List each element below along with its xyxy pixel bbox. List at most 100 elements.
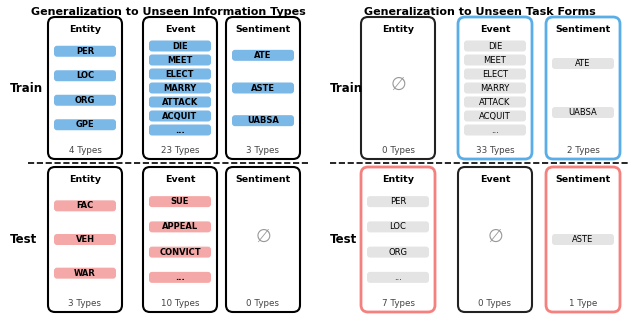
Text: LOC: LOC [76,71,94,80]
Text: Generalization to Unseen Information Types: Generalization to Unseen Information Typ… [31,7,305,17]
FancyBboxPatch shape [54,119,116,130]
FancyBboxPatch shape [458,17,532,159]
FancyBboxPatch shape [546,17,620,159]
Text: 1 Type: 1 Type [569,298,597,308]
Text: UABSA: UABSA [568,108,597,117]
Text: UABSA: UABSA [247,116,279,125]
Text: 3 Types: 3 Types [68,298,102,308]
Text: 3 Types: 3 Types [246,146,280,155]
Text: ...: ... [175,273,185,282]
Text: SUE: SUE [171,197,189,206]
Text: Entity: Entity [69,25,101,34]
FancyBboxPatch shape [48,167,122,312]
FancyBboxPatch shape [54,268,116,279]
FancyBboxPatch shape [464,41,526,52]
Text: ACQUIT: ACQUIT [163,111,198,120]
Text: LOC: LOC [390,223,406,232]
Text: MEET: MEET [167,55,193,64]
Text: 2 Types: 2 Types [566,146,600,155]
Text: DIE: DIE [488,42,502,51]
Text: DIE: DIE [172,42,188,51]
FancyBboxPatch shape [149,272,211,283]
FancyBboxPatch shape [48,17,122,159]
FancyBboxPatch shape [149,41,211,52]
Text: PER: PER [390,197,406,206]
Text: Entity: Entity [382,175,414,184]
FancyBboxPatch shape [464,125,526,136]
Text: ASTE: ASTE [572,235,594,244]
FancyBboxPatch shape [149,222,211,232]
Text: ASTE: ASTE [251,83,275,92]
FancyBboxPatch shape [546,167,620,312]
Text: ORG: ORG [75,96,95,105]
Text: Sentiment: Sentiment [236,25,291,34]
Text: MARRY: MARRY [163,83,196,92]
Text: GPE: GPE [76,120,94,129]
FancyBboxPatch shape [149,54,211,65]
FancyBboxPatch shape [149,69,211,80]
FancyBboxPatch shape [226,167,300,312]
FancyBboxPatch shape [552,234,614,245]
Text: ∅: ∅ [255,228,271,245]
FancyBboxPatch shape [552,107,614,118]
Text: Event: Event [480,175,510,184]
FancyBboxPatch shape [149,110,211,121]
Text: WAR: WAR [74,269,96,278]
FancyBboxPatch shape [54,200,116,211]
Text: CONVICT: CONVICT [159,248,201,257]
Text: Train: Train [10,81,43,94]
FancyBboxPatch shape [149,196,211,207]
Text: ATE: ATE [254,51,272,60]
Text: ...: ... [175,126,185,135]
Text: VEH: VEH [76,235,95,244]
FancyBboxPatch shape [367,222,429,232]
FancyBboxPatch shape [361,167,435,312]
Text: ATTACK: ATTACK [479,98,511,107]
Text: ...: ... [491,126,499,135]
FancyBboxPatch shape [464,82,526,93]
Text: MARRY: MARRY [481,83,509,92]
Text: Test: Test [330,233,357,246]
FancyBboxPatch shape [143,17,217,159]
Text: ELECT: ELECT [482,70,508,79]
Text: 0 Types: 0 Types [246,298,280,308]
Text: 7 Types: 7 Types [381,298,415,308]
Text: 23 Types: 23 Types [161,146,199,155]
Text: 10 Types: 10 Types [161,298,199,308]
FancyBboxPatch shape [149,125,211,136]
Text: ELECT: ELECT [166,70,195,79]
FancyBboxPatch shape [464,110,526,121]
FancyBboxPatch shape [232,50,294,61]
FancyBboxPatch shape [464,54,526,65]
FancyBboxPatch shape [54,46,116,57]
Text: Sentiment: Sentiment [556,25,611,34]
FancyBboxPatch shape [232,115,294,126]
Text: Event: Event [164,175,195,184]
Text: 33 Types: 33 Types [476,146,515,155]
Text: Entity: Entity [69,175,101,184]
Text: Train: Train [330,81,363,94]
FancyBboxPatch shape [143,167,217,312]
Text: Entity: Entity [382,25,414,34]
Text: Event: Event [164,25,195,34]
Text: Generalization to Unseen Task Forms: Generalization to Unseen Task Forms [364,7,596,17]
FancyBboxPatch shape [54,70,116,81]
FancyBboxPatch shape [361,17,435,159]
Text: ...: ... [394,273,402,282]
Text: Sentiment: Sentiment [236,175,291,184]
Text: FAC: FAC [76,201,93,210]
FancyBboxPatch shape [367,247,429,258]
FancyBboxPatch shape [149,247,211,258]
Text: ATTACK: ATTACK [162,98,198,107]
FancyBboxPatch shape [458,167,532,312]
FancyBboxPatch shape [149,97,211,108]
Text: APPEAL: APPEAL [162,223,198,232]
Text: Sentiment: Sentiment [556,175,611,184]
Text: ∅: ∅ [487,228,503,245]
Text: ORG: ORG [388,248,408,257]
FancyBboxPatch shape [552,58,614,69]
FancyBboxPatch shape [149,82,211,93]
FancyBboxPatch shape [367,196,429,207]
Text: MEET: MEET [484,55,506,64]
FancyBboxPatch shape [226,17,300,159]
